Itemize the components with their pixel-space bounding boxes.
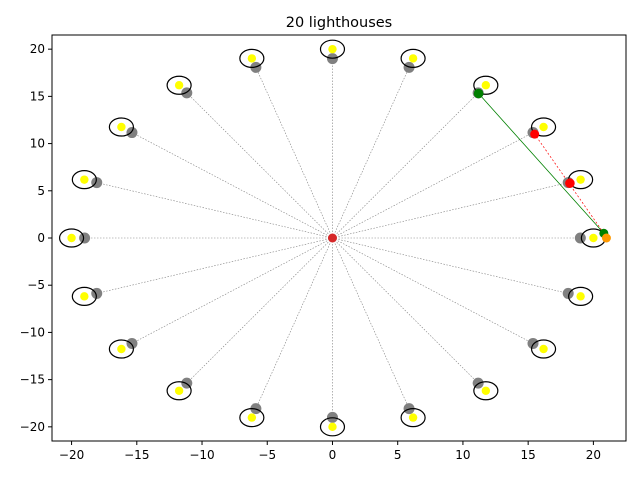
lighthouse-ring bbox=[319, 417, 346, 437]
lighthouse-lamp bbox=[539, 122, 548, 132]
lighthouse-ring bbox=[71, 286, 97, 306]
y-tick-label: 5 bbox=[37, 184, 45, 198]
lighthouse-base bbox=[126, 127, 138, 139]
lighthouse-lamp bbox=[67, 233, 76, 243]
x-tick-label: 10 bbox=[455, 448, 470, 462]
lighthouse-lamp bbox=[80, 292, 89, 301]
lighthouse-lamp bbox=[481, 386, 491, 395]
lighthouse-lamp bbox=[117, 344, 126, 354]
lighthouse-lamp bbox=[539, 344, 548, 354]
x-tick-label: 20 bbox=[586, 448, 601, 462]
green-target bbox=[473, 88, 484, 99]
lighthouse-lamp bbox=[576, 175, 585, 184]
x-tick-label: −15 bbox=[124, 448, 149, 462]
lighthouse-lamp bbox=[247, 413, 257, 422]
red-via-point bbox=[565, 178, 575, 189]
ray-line bbox=[255, 237, 333, 409]
ray-line bbox=[332, 67, 410, 239]
lighthouse-lamp bbox=[408, 413, 418, 422]
y-tick-label: −20 bbox=[20, 420, 45, 434]
lighthouse-lamp bbox=[576, 292, 585, 301]
center-point bbox=[327, 233, 337, 243]
y-tick-label: 15 bbox=[30, 89, 45, 103]
lighthouse-lamp bbox=[117, 122, 126, 132]
ray-line bbox=[186, 92, 333, 239]
y-tick-label: 0 bbox=[37, 231, 45, 245]
lighthouse-ring bbox=[319, 39, 346, 59]
x-axis-ticks: −20 −15 −10 −5 0 5 10 15 20 bbox=[59, 441, 601, 462]
ray-line bbox=[332, 237, 410, 409]
chart-title: 20 lighthouses bbox=[286, 15, 392, 31]
lighthouse-lamp bbox=[174, 386, 184, 395]
lighthouse-lamp bbox=[589, 233, 598, 243]
ray-line bbox=[332, 92, 479, 239]
lighthouse-ring bbox=[71, 170, 97, 190]
lighthouse-ring bbox=[568, 286, 594, 306]
lighthouse-ring bbox=[400, 407, 426, 428]
lighthouse-lamp bbox=[174, 81, 184, 90]
lighthouse-lamp bbox=[328, 44, 337, 54]
special-markers bbox=[327, 88, 611, 243]
lighthouse-ring bbox=[108, 117, 134, 137]
ray-line bbox=[186, 237, 333, 384]
ray-line bbox=[332, 182, 569, 239]
ray-line bbox=[332, 237, 569, 294]
observer-point bbox=[601, 233, 611, 243]
lighthouse-base bbox=[574, 232, 586, 244]
lighthouse-lamp bbox=[481, 81, 491, 90]
x-tick-label: −10 bbox=[189, 448, 214, 462]
lighthouse-ring bbox=[473, 75, 499, 95]
x-tick-label: −5 bbox=[258, 448, 276, 462]
ray-line bbox=[255, 67, 333, 239]
ray-line bbox=[332, 237, 479, 384]
y-axis-ticks: −20 −15 −10 −5 0 5 10 15 20 bbox=[20, 42, 52, 434]
lighthouse-lamp bbox=[408, 54, 418, 63]
lighthouse-base bbox=[126, 337, 138, 349]
lighthouse-base bbox=[79, 232, 91, 244]
lighthouse-base bbox=[527, 337, 539, 349]
lighthouse-ring bbox=[166, 75, 192, 95]
lighthouse-ring bbox=[166, 381, 192, 401]
y-tick-label: −10 bbox=[20, 325, 45, 339]
y-tick-label: 10 bbox=[30, 137, 45, 151]
y-tick-label: −15 bbox=[20, 373, 45, 387]
ray-line bbox=[96, 182, 333, 239]
x-tick-label: −20 bbox=[59, 448, 84, 462]
y-tick-label: 20 bbox=[30, 42, 45, 56]
x-tick-label: 15 bbox=[521, 448, 536, 462]
ray-lines bbox=[84, 58, 581, 418]
lighthouse-ring bbox=[530, 339, 557, 359]
green-path bbox=[478, 93, 605, 234]
lighthouse-ring bbox=[530, 117, 557, 137]
lighthouse-ring bbox=[239, 407, 265, 428]
x-tick-label: 0 bbox=[329, 448, 337, 462]
lighthouse-ring bbox=[473, 381, 499, 401]
y-tick-label: −5 bbox=[27, 278, 45, 292]
lighthouse-lamp bbox=[80, 175, 89, 184]
lighthouse-lamp bbox=[328, 422, 337, 432]
lighthouse-lamp bbox=[247, 54, 257, 63]
lighthouse-ring bbox=[108, 339, 134, 359]
ray-line bbox=[96, 237, 333, 294]
lighthouse-ring bbox=[58, 228, 85, 248]
x-tick-label: 5 bbox=[394, 448, 402, 462]
lighthouse-ring bbox=[239, 48, 265, 69]
lighthouse-ring bbox=[400, 48, 426, 69]
red-target bbox=[530, 129, 540, 139]
